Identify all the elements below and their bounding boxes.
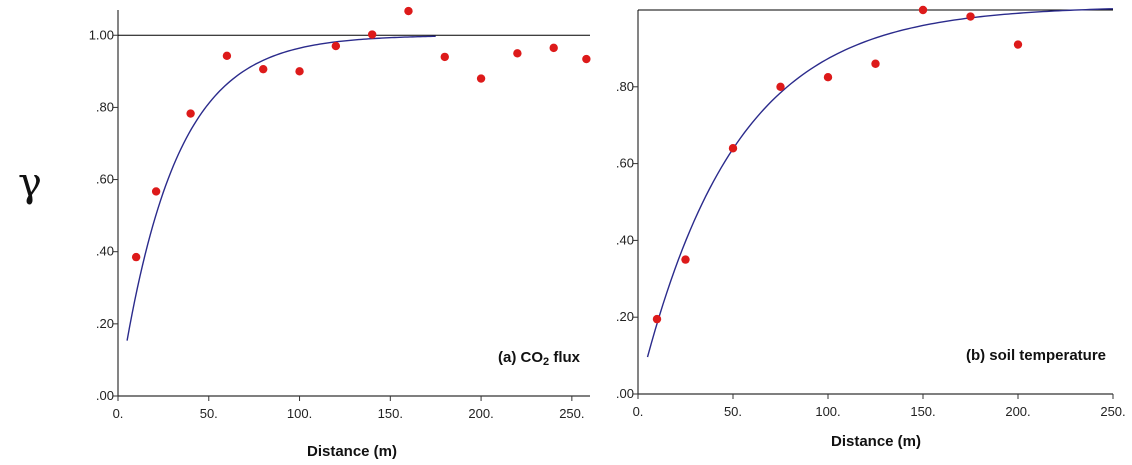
data-point	[652, 314, 662, 324]
data-point	[222, 51, 232, 61]
data-point	[440, 52, 449, 62]
x-axis-label: Distance (m)	[307, 443, 397, 460]
y-tick-label: .60	[616, 156, 634, 171]
data-point	[918, 5, 928, 15]
data-point	[404, 6, 413, 16]
y-tick-label: 1.00	[89, 27, 114, 42]
x-tick-label: 250.	[1100, 404, 1125, 419]
y-tick-label: .00	[616, 386, 634, 401]
data-point	[476, 74, 486, 83]
x-tick-label: 250.	[559, 406, 584, 421]
x-tick-label: 150.	[910, 404, 935, 419]
data-point	[681, 255, 690, 264]
data-point	[151, 187, 161, 196]
y-tick-label: .60	[96, 172, 114, 187]
x-tick-label: 100.	[815, 404, 840, 419]
panel-label-subscript: 2	[543, 356, 549, 368]
data-point	[367, 30, 377, 39]
y-tick-label: .20	[96, 316, 114, 331]
x-tick-label: 150.	[378, 406, 403, 421]
data-point	[295, 67, 304, 76]
x-tick-label: 0.	[633, 404, 644, 419]
x-tick-label: 200.	[1005, 404, 1030, 419]
y-tick-label: .20	[616, 309, 634, 324]
data-point	[582, 54, 591, 64]
panel-label: (b) soil temperature	[966, 347, 1106, 364]
x-tick-label: 0.	[113, 406, 124, 421]
data-point	[1013, 40, 1023, 49]
panel-label-tail: flux	[549, 349, 580, 366]
y-axis-label-gamma: γ	[18, 160, 42, 206]
data-point	[728, 144, 738, 153]
x-tick-label: 200.	[468, 406, 493, 421]
x-tick-label: 100.	[287, 406, 312, 421]
data-point	[823, 73, 833, 82]
panel-co2-flux: .00 .20 .40 .60 .80 1.00 0. 50. 100. 150. 200. 250.…	[89, 6, 591, 460]
data-point	[871, 59, 880, 68]
y-tick-label: .80	[96, 99, 114, 114]
x-tick-label: 50.	[200, 406, 218, 421]
y-tick-label: .40	[616, 232, 634, 247]
panel-label: (a) CO2 flux	[498, 349, 581, 368]
data-point	[259, 64, 268, 74]
panel-label-main: (a) CO	[498, 349, 543, 366]
model-curve	[646, 8, 1114, 358]
data-point	[549, 43, 558, 53]
x-axis-label: Distance (m)	[831, 433, 921, 450]
y-tick-label: .80	[616, 79, 634, 94]
data-point	[966, 12, 975, 21]
model-curve	[126, 35, 436, 341]
y-tick-label: .00	[96, 388, 114, 403]
data-point	[513, 49, 522, 58]
data-point	[776, 82, 785, 92]
data-point	[131, 252, 141, 262]
data-point	[331, 41, 341, 51]
y-tick-label: .40	[96, 244, 114, 259]
panel-soil-temperature: .00 .20 .40 .60 .80 0. 50. 100. 150. 200. 250. Dist…	[616, 5, 1126, 450]
data-point	[186, 109, 195, 118]
x-tick-label: 50.	[724, 404, 742, 419]
